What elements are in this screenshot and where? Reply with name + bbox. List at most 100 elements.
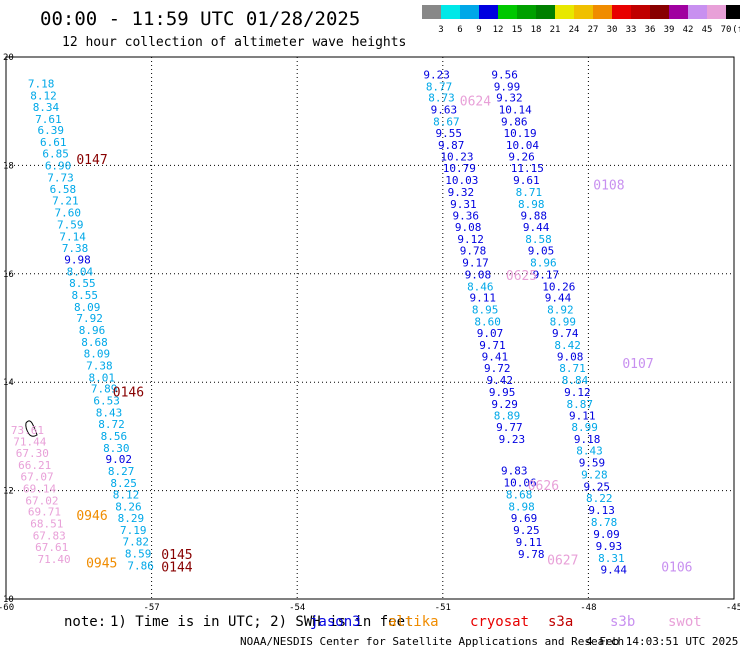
wave-height-value: 9.93 [596,540,623,553]
wave-height-value: 7.38 [86,359,113,372]
chart-subtitle: 12 hour collection of altimeter wave hei… [62,35,406,50]
pass-label: 0626 [528,479,559,494]
wave-height-value: 9.56 [491,68,518,81]
legend-tick-label: 36 [645,25,656,35]
satellite-name: cryosat [470,614,529,630]
legend-swatch [593,5,612,19]
wave-height-value: 71.44 [13,435,46,448]
pass-label: 0627 [547,553,578,568]
satellite-name: swot [668,614,702,630]
wave-height-value: 10.04 [506,139,539,152]
y-tick-label: 10 [3,595,14,605]
wave-height-value: 9.61 [513,174,540,187]
pass-label: 0625 [506,269,537,284]
pass-label: 0146 [113,385,144,400]
wave-height-value: 71.40 [38,553,71,566]
wave-height-value: 8.29 [118,512,145,525]
track-0108: 9.569.999.3210.149.8610.1910.049.2611.15… [491,68,624,281]
wave-height-value: 9.12 [457,233,484,246]
legend-tick-label: 42 [683,25,694,35]
wave-height-value: 9.36 [453,209,480,222]
track-0146: 8.017.896.538.438.728.568.309.028.278.25… [89,371,154,572]
legend-tick-label: 12 [493,25,504,35]
wave-height-value: 7.38 [62,242,89,255]
legend-tick-label: 33 [626,25,637,35]
wave-height-value: 10.03 [445,174,478,187]
legend-tick-label: 15 [512,25,523,35]
wave-height-value: 68.51 [30,518,63,531]
island-outline [25,420,38,437]
wave-height-value: 9.23 [499,433,526,446]
credit-text: NOAA/NESDIS Center for Satellite Applica… [240,635,624,648]
chart-title: 00:00 - 11:59 UTC 01/28/2025 [40,8,360,30]
wave-height-value: 8.98 [508,500,535,513]
wave-height-value: 8.25 [110,477,137,490]
wave-height-value: 9.31 [450,198,477,211]
legend-swatch [555,5,574,19]
pass-label: 0147 [76,153,107,168]
x-tick-label: -54 [289,603,305,613]
wave-height-value: 9.08 [455,221,482,234]
wave-height-value: 9.83 [501,465,528,478]
legend-tick-label: 27 [588,25,599,35]
legend-tick-label: 21 [550,25,561,35]
pass-label: 0144 [161,560,192,575]
wave-height-value: 9.02 [105,453,132,466]
wave-height-value: 8.68 [506,488,532,501]
legend-tick-label: 39 [664,25,675,35]
satellite-tracks: 7.188.128.347.616.396.616.856.907.736.58… [11,68,693,576]
pass-label: 0107 [622,357,653,372]
wave-height-value: 8.96 [79,324,106,337]
wave-height-value: 9.17 [533,268,560,281]
wave-height-value: 9.12 [564,386,591,399]
legend-swatch [498,5,517,19]
wave-height-value: 9.29 [491,398,518,411]
wave-height-value: 9.72 [484,362,511,375]
wave-height-value: 9.77 [496,421,522,434]
legend-tick-label: 6 [457,25,462,35]
satellite-name: jason3 [310,614,361,630]
x-tick-label: -45 [726,603,740,613]
satellite-name: s3b [610,614,635,630]
legend-tick-label: (ft) [732,25,740,35]
wave-height-value: 9.11 [516,536,543,549]
wave-height-value: 7.59 [57,218,84,231]
wave-height-value: 10.23 [440,151,473,164]
satellite-name: s3a [548,614,573,630]
wave-height-value: 7.21 [52,195,79,208]
wave-height-value: 8.58 [525,233,552,246]
x-tick-label: -51 [435,603,451,613]
wave-height-value: 8.60 [474,315,501,328]
map-axes: -60 -57 -54 -51 -48 -45 20 18 16 14 12 10 [0,53,740,613]
wave-height-value: 9.59 [579,456,606,469]
wave-height-value: 9.18 [574,433,601,446]
wave-height-value: 9.05 [528,244,555,257]
y-tick-label: 18 [3,161,14,171]
wave-height-value: 7.60 [55,207,82,220]
wave-height-value: 9.09 [593,528,620,541]
legend-swatch [707,5,726,19]
track-0147: 7.188.128.347.616.396.616.856.907.736.58… [28,78,113,373]
wave-height-value: 9.28 [581,468,608,481]
wave-height-value: 8.01 [89,371,116,384]
wave-height-value: 9.88 [520,209,547,222]
wave-height-value: 67.07 [21,471,54,484]
wave-height-value: 7.89 [91,383,118,396]
track-0625: 8.469.118.958.609.079.719.419.729.429.95… [467,269,537,446]
wave-height-value: 9.11 [569,409,596,422]
track-0627: 9.289.258.229.138.789.099.938.319.44 0627 [547,468,627,576]
wave-height-value: 10.26 [542,280,575,293]
legend-tick-label: 70 [721,25,732,35]
wave-height-value: 8.56 [101,430,128,443]
wave-height-value: 8.99 [571,421,598,434]
wave-height-value: 7.19 [120,524,147,537]
wave-height-value: 7.73 [47,171,74,184]
legend-tick-label: 30 [607,25,618,35]
wave-height-value: 9.25 [584,480,611,493]
pass-label: 0106 [661,560,692,575]
wave-height-value: 6.85 [42,147,69,160]
wave-height-value: 9.32 [448,186,475,199]
legend-swatch [650,5,669,19]
wave-height-value: 9.44 [601,564,628,577]
